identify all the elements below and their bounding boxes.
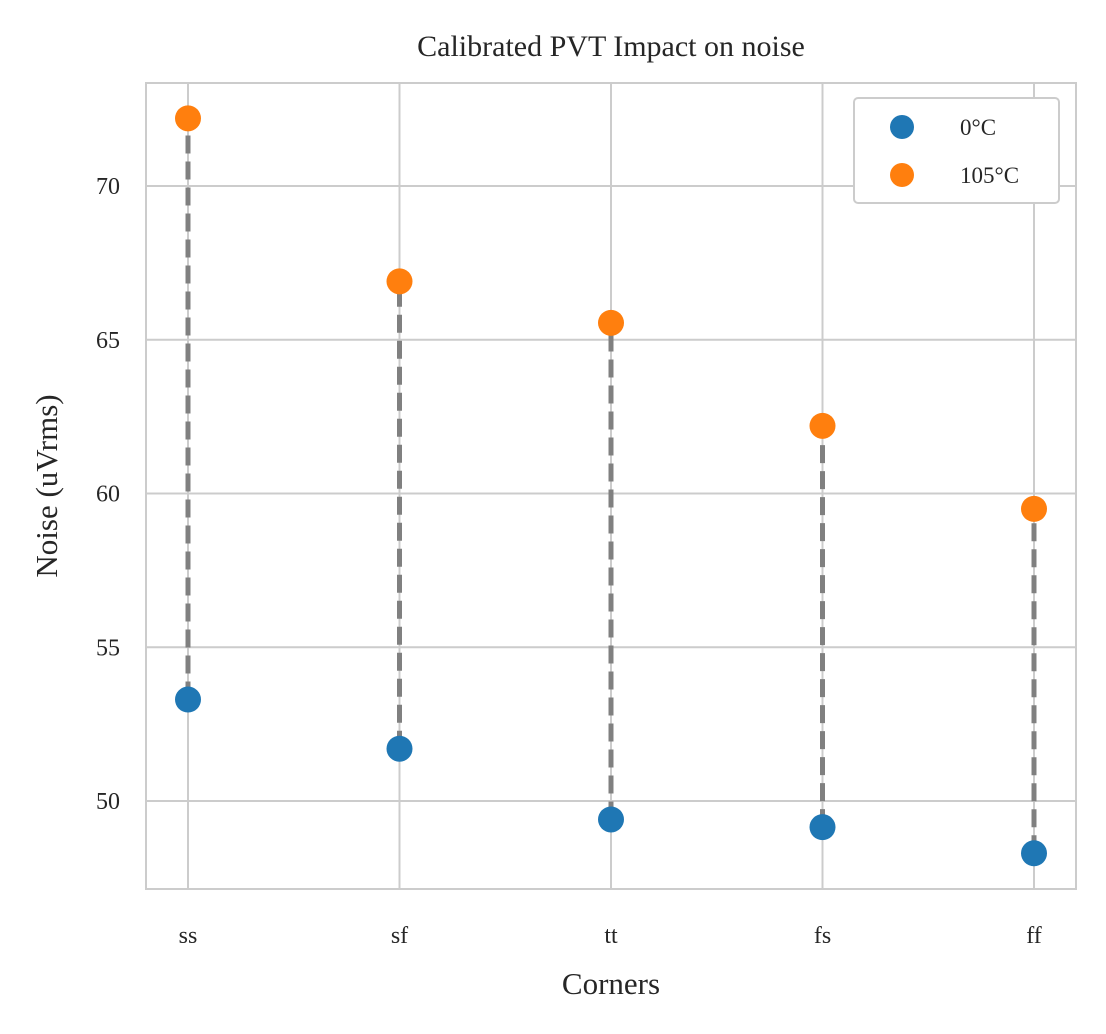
y-tick-label: 65 xyxy=(96,328,120,354)
x-tick-label: fs xyxy=(814,923,831,949)
x-tick-label: tt xyxy=(604,923,618,949)
chart-title: Calibrated PVT Impact on noise xyxy=(417,30,805,63)
x-tick-label: sf xyxy=(391,923,408,949)
y-tick-label: 60 xyxy=(96,482,120,508)
point-0c-tt xyxy=(598,806,624,833)
connectors xyxy=(185,118,1037,854)
point-0c-sf xyxy=(386,735,413,762)
plot-frame xyxy=(145,82,1077,890)
point-105c-fs xyxy=(809,412,836,439)
point-105c-ss xyxy=(175,105,201,132)
legend: 0°C 105°C xyxy=(853,97,1060,204)
point-0c-ff xyxy=(1021,840,1047,867)
legend-marker-105c xyxy=(890,163,914,187)
x-axis-label: Corners xyxy=(562,966,660,1001)
y-tick-label: 70 xyxy=(96,174,120,200)
x-tick-label: ff xyxy=(1026,923,1042,949)
legend-label-0c: 0°C xyxy=(960,115,996,140)
legend-marker-0c xyxy=(890,115,914,139)
point-0c-fs xyxy=(809,814,836,841)
y-tick-label: 50 xyxy=(96,789,120,815)
y-axis-label: Noise (uVrms) xyxy=(29,394,64,577)
tick-labels: 50 55 60 65 70 ss sf tt fs ff xyxy=(96,174,1042,949)
point-105c-tt xyxy=(598,309,624,336)
data-points xyxy=(175,105,1047,867)
legend-label-105c: 105°C xyxy=(960,163,1019,188)
x-tick-label: ss xyxy=(179,923,198,949)
point-105c-ff xyxy=(1021,495,1047,522)
point-105c-sf xyxy=(386,268,413,295)
legend-box xyxy=(853,97,1060,204)
y-tick-label: 55 xyxy=(96,635,120,661)
point-0c-ss xyxy=(175,686,201,713)
